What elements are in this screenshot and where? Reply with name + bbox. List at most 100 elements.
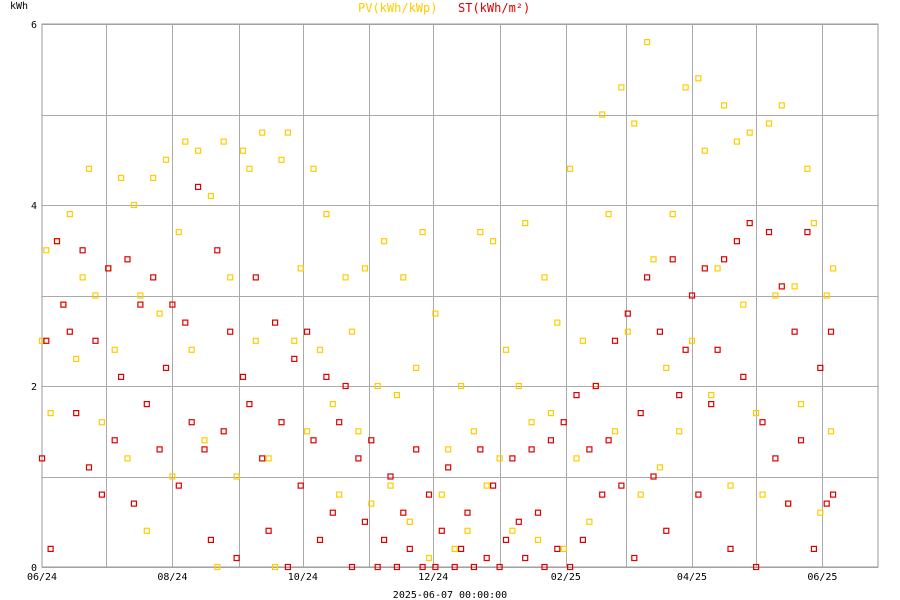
pv-point [631, 120, 638, 127]
st-point [368, 437, 375, 444]
st-point [53, 238, 61, 245]
pv-point [310, 165, 317, 172]
st-point [214, 247, 221, 254]
pv-point [355, 428, 362, 435]
pv-point [387, 482, 394, 489]
pv-point [143, 527, 150, 534]
pv-point [188, 346, 195, 353]
st-point [599, 491, 606, 498]
st-point [560, 419, 567, 426]
pv-point [220, 138, 227, 145]
st-point [515, 518, 522, 525]
st-point [336, 419, 343, 426]
pv-point [348, 328, 356, 335]
pv-point [38, 337, 46, 344]
st-point [573, 392, 580, 399]
st-point [772, 455, 779, 462]
st-point [451, 563, 458, 571]
st-point [150, 274, 157, 281]
st-point [175, 482, 182, 489]
st-point [438, 527, 445, 534]
st-point [740, 373, 747, 380]
st-point [137, 301, 144, 308]
st-point [329, 509, 336, 516]
st-point [220, 428, 227, 435]
st-point [182, 319, 189, 326]
st-point [701, 265, 708, 272]
st-point [733, 238, 741, 245]
st-point [611, 337, 619, 344]
x-tick-label: 06/24 [27, 572, 57, 583]
st-point [316, 536, 324, 544]
pv-point [342, 274, 349, 281]
pv-point [445, 446, 452, 453]
pv-point [175, 229, 182, 236]
pv-point [458, 382, 465, 390]
st-point [631, 554, 638, 562]
pv-point [547, 410, 555, 417]
st-point [143, 401, 150, 408]
pv-point [637, 491, 644, 498]
pv-point [682, 84, 689, 91]
pv-point [509, 527, 516, 534]
st-point [432, 563, 439, 571]
st-point [400, 509, 407, 516]
pv-point [496, 455, 503, 462]
st-point [554, 545, 561, 553]
pv-point [195, 147, 202, 154]
pv-point [336, 491, 343, 498]
pv-point [579, 337, 587, 344]
st-point [105, 265, 112, 272]
st-point [393, 563, 400, 571]
x-tick-label: 10/24 [288, 572, 318, 583]
pv-point [233, 473, 240, 480]
x-axis: 06/24 08/24 10/24 12/24 02/25 04/25 06/25 [27, 572, 838, 583]
legend-pv: PV(kWh/kWp) [358, 1, 437, 15]
pv-point [98, 419, 106, 426]
st-point [496, 563, 503, 571]
st-point [284, 563, 291, 571]
pv-point [368, 500, 375, 507]
data-points [38, 38, 837, 571]
pv-point [278, 156, 285, 163]
pv-point [374, 382, 381, 390]
st-point [663, 527, 670, 534]
pv-point [759, 491, 766, 498]
pv-point [92, 292, 99, 299]
pv-point [740, 301, 747, 308]
pv-point [676, 428, 683, 435]
pv-point [791, 283, 798, 290]
st-point [720, 256, 728, 263]
st-point [817, 364, 824, 371]
pv-point [239, 147, 247, 154]
pv-point [534, 536, 542, 544]
st-point [239, 373, 247, 380]
pv-point [60, 301, 67, 308]
pv-point [778, 102, 785, 109]
pv-point [827, 428, 835, 435]
pv-point [393, 392, 400, 399]
st-point [195, 183, 202, 190]
pv-point [720, 102, 728, 109]
st-point [387, 473, 394, 480]
legend-st: ST(kWh/m²) [458, 1, 530, 15]
st-point [201, 446, 208, 453]
st-point [361, 518, 368, 525]
pv-point [201, 437, 208, 444]
st-point [759, 419, 766, 426]
pv-point [528, 419, 535, 426]
st-point [419, 563, 426, 571]
pv-point [733, 138, 741, 145]
pv-point [817, 509, 824, 516]
st-point [111, 437, 118, 444]
st-point [765, 229, 773, 236]
pv-point [470, 428, 477, 435]
st-point [188, 419, 195, 426]
st-point [643, 274, 651, 281]
pv-point [586, 518, 593, 525]
pv-point [515, 382, 522, 390]
st-point [278, 419, 285, 426]
pv-point [329, 401, 336, 408]
pv-point [772, 292, 779, 299]
pv-point [323, 211, 330, 218]
